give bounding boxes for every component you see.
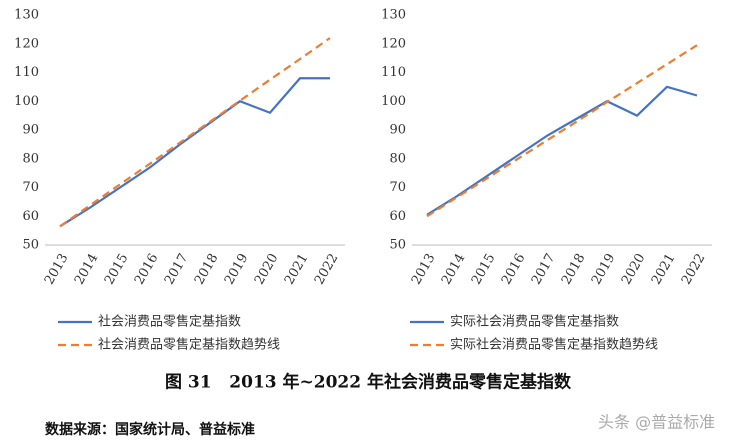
x-tick-label: 2016: [499, 251, 529, 287]
x-tick-label: 2015: [102, 251, 132, 287]
x-tick-label: 2013: [409, 251, 439, 287]
x-tick-label: 2020: [619, 251, 649, 287]
figure-caption: 图 31 2013 年~2022 年社会消费品零售定基指数: [165, 372, 572, 393]
y-tick-label: 90: [389, 123, 406, 138]
x-tick-label: 2022: [679, 251, 709, 287]
y-tick-label: 60: [389, 209, 406, 224]
y-tick-label: 50: [22, 238, 39, 253]
x-tick-label: 2020: [252, 251, 282, 287]
series-line: [59, 77, 330, 228]
y-tick-label: 80: [389, 151, 406, 166]
y-tick-label: 130: [14, 8, 39, 23]
x-tick-label: 2016: [132, 251, 162, 287]
y-tick-label: 80: [22, 151, 39, 166]
legend-label: 社会消费品零售定基指数趋势线: [98, 337, 280, 353]
x-tick-label: 2014: [439, 251, 469, 287]
y-tick-label: 120: [14, 36, 39, 51]
y-tick-label: 60: [22, 209, 39, 224]
legend-label: 社会消费品零售定基指数: [98, 314, 241, 330]
y-tick-label: 110: [381, 65, 406, 80]
x-tick-label: 2019: [589, 251, 619, 287]
x-tick-label: 2019: [222, 251, 252, 287]
x-tick-label: 2014: [72, 251, 102, 287]
x-tick-label: 2021: [649, 251, 679, 287]
x-tick-label: 2015: [469, 251, 499, 287]
legend-label: 实际社会消费品零售定基指数趋势线: [450, 337, 658, 353]
x-tick-label: 2022: [312, 251, 342, 287]
y-tick-label: 100: [14, 94, 39, 109]
y-tick-label: 70: [22, 180, 39, 195]
watermark: 头条 @普益标准: [598, 413, 715, 432]
y-tick-label: 110: [14, 65, 39, 80]
x-tick-label: 2017: [529, 251, 559, 287]
x-tick-label: 2018: [559, 251, 589, 287]
series-line: [426, 85, 698, 216]
x-tick-label: 2021: [282, 251, 312, 287]
x-tick-label: 2017: [162, 251, 192, 287]
x-tick-label: 2013: [42, 251, 72, 287]
y-tick-label: 130: [381, 8, 406, 23]
y-tick-label: 50: [389, 238, 406, 253]
source-note: 数据来源：国家统计局、普益标准: [45, 421, 255, 438]
legend-label: 实际社会消费品零售定基指数: [450, 314, 619, 330]
y-tick-label: 120: [381, 36, 406, 51]
y-tick-label: 100: [381, 94, 406, 109]
x-tick-label: 2018: [192, 251, 222, 287]
series-line: [426, 44, 698, 218]
series-line: [59, 37, 331, 228]
y-tick-label: 70: [389, 180, 406, 195]
y-tick-label: 90: [22, 123, 39, 138]
